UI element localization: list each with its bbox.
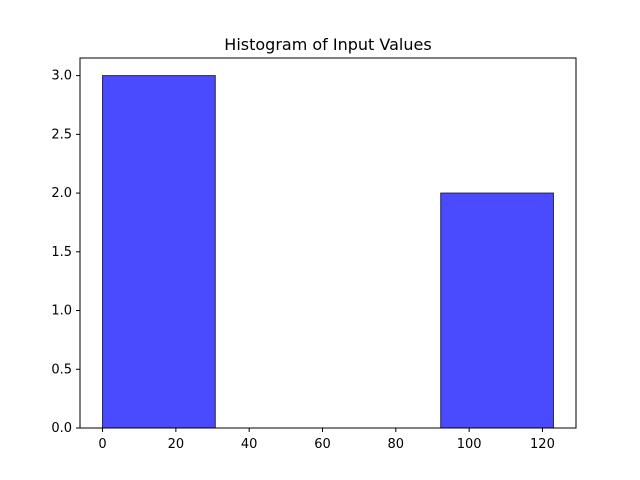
y-tick-label: 1.0 — [51, 304, 72, 319]
y-axis-ticks: 0.0 0.5 1.0 1.5 2.0 2.5 3.0 — [51, 69, 80, 436]
y-tick-label: 3.0 — [51, 69, 72, 84]
chart-title: Histogram of Input Values — [224, 35, 431, 54]
y-tick-label: 2.5 — [51, 127, 72, 142]
x-tick-label: 20 — [168, 437, 185, 452]
x-tick-label: 40 — [241, 437, 258, 452]
x-axis-ticks: 0 20 40 60 80 100 120 — [98, 428, 555, 452]
y-tick-label: 0.0 — [51, 421, 72, 436]
x-tick-label: 0 — [98, 437, 106, 452]
x-tick-label: 60 — [314, 437, 331, 452]
histogram-bar-1 — [102, 75, 216, 429]
x-tick-label: 120 — [530, 437, 555, 452]
plot-frame — [79, 57, 577, 429]
histogram-bar-4 — [440, 192, 554, 429]
bars-layer — [102, 75, 554, 429]
x-tick-label: 100 — [457, 437, 482, 452]
y-tick-label: 2.0 — [51, 186, 72, 201]
y-tick-label: 0.5 — [51, 362, 72, 377]
x-tick-label: 80 — [388, 437, 405, 452]
y-tick-label: 1.5 — [51, 245, 72, 260]
